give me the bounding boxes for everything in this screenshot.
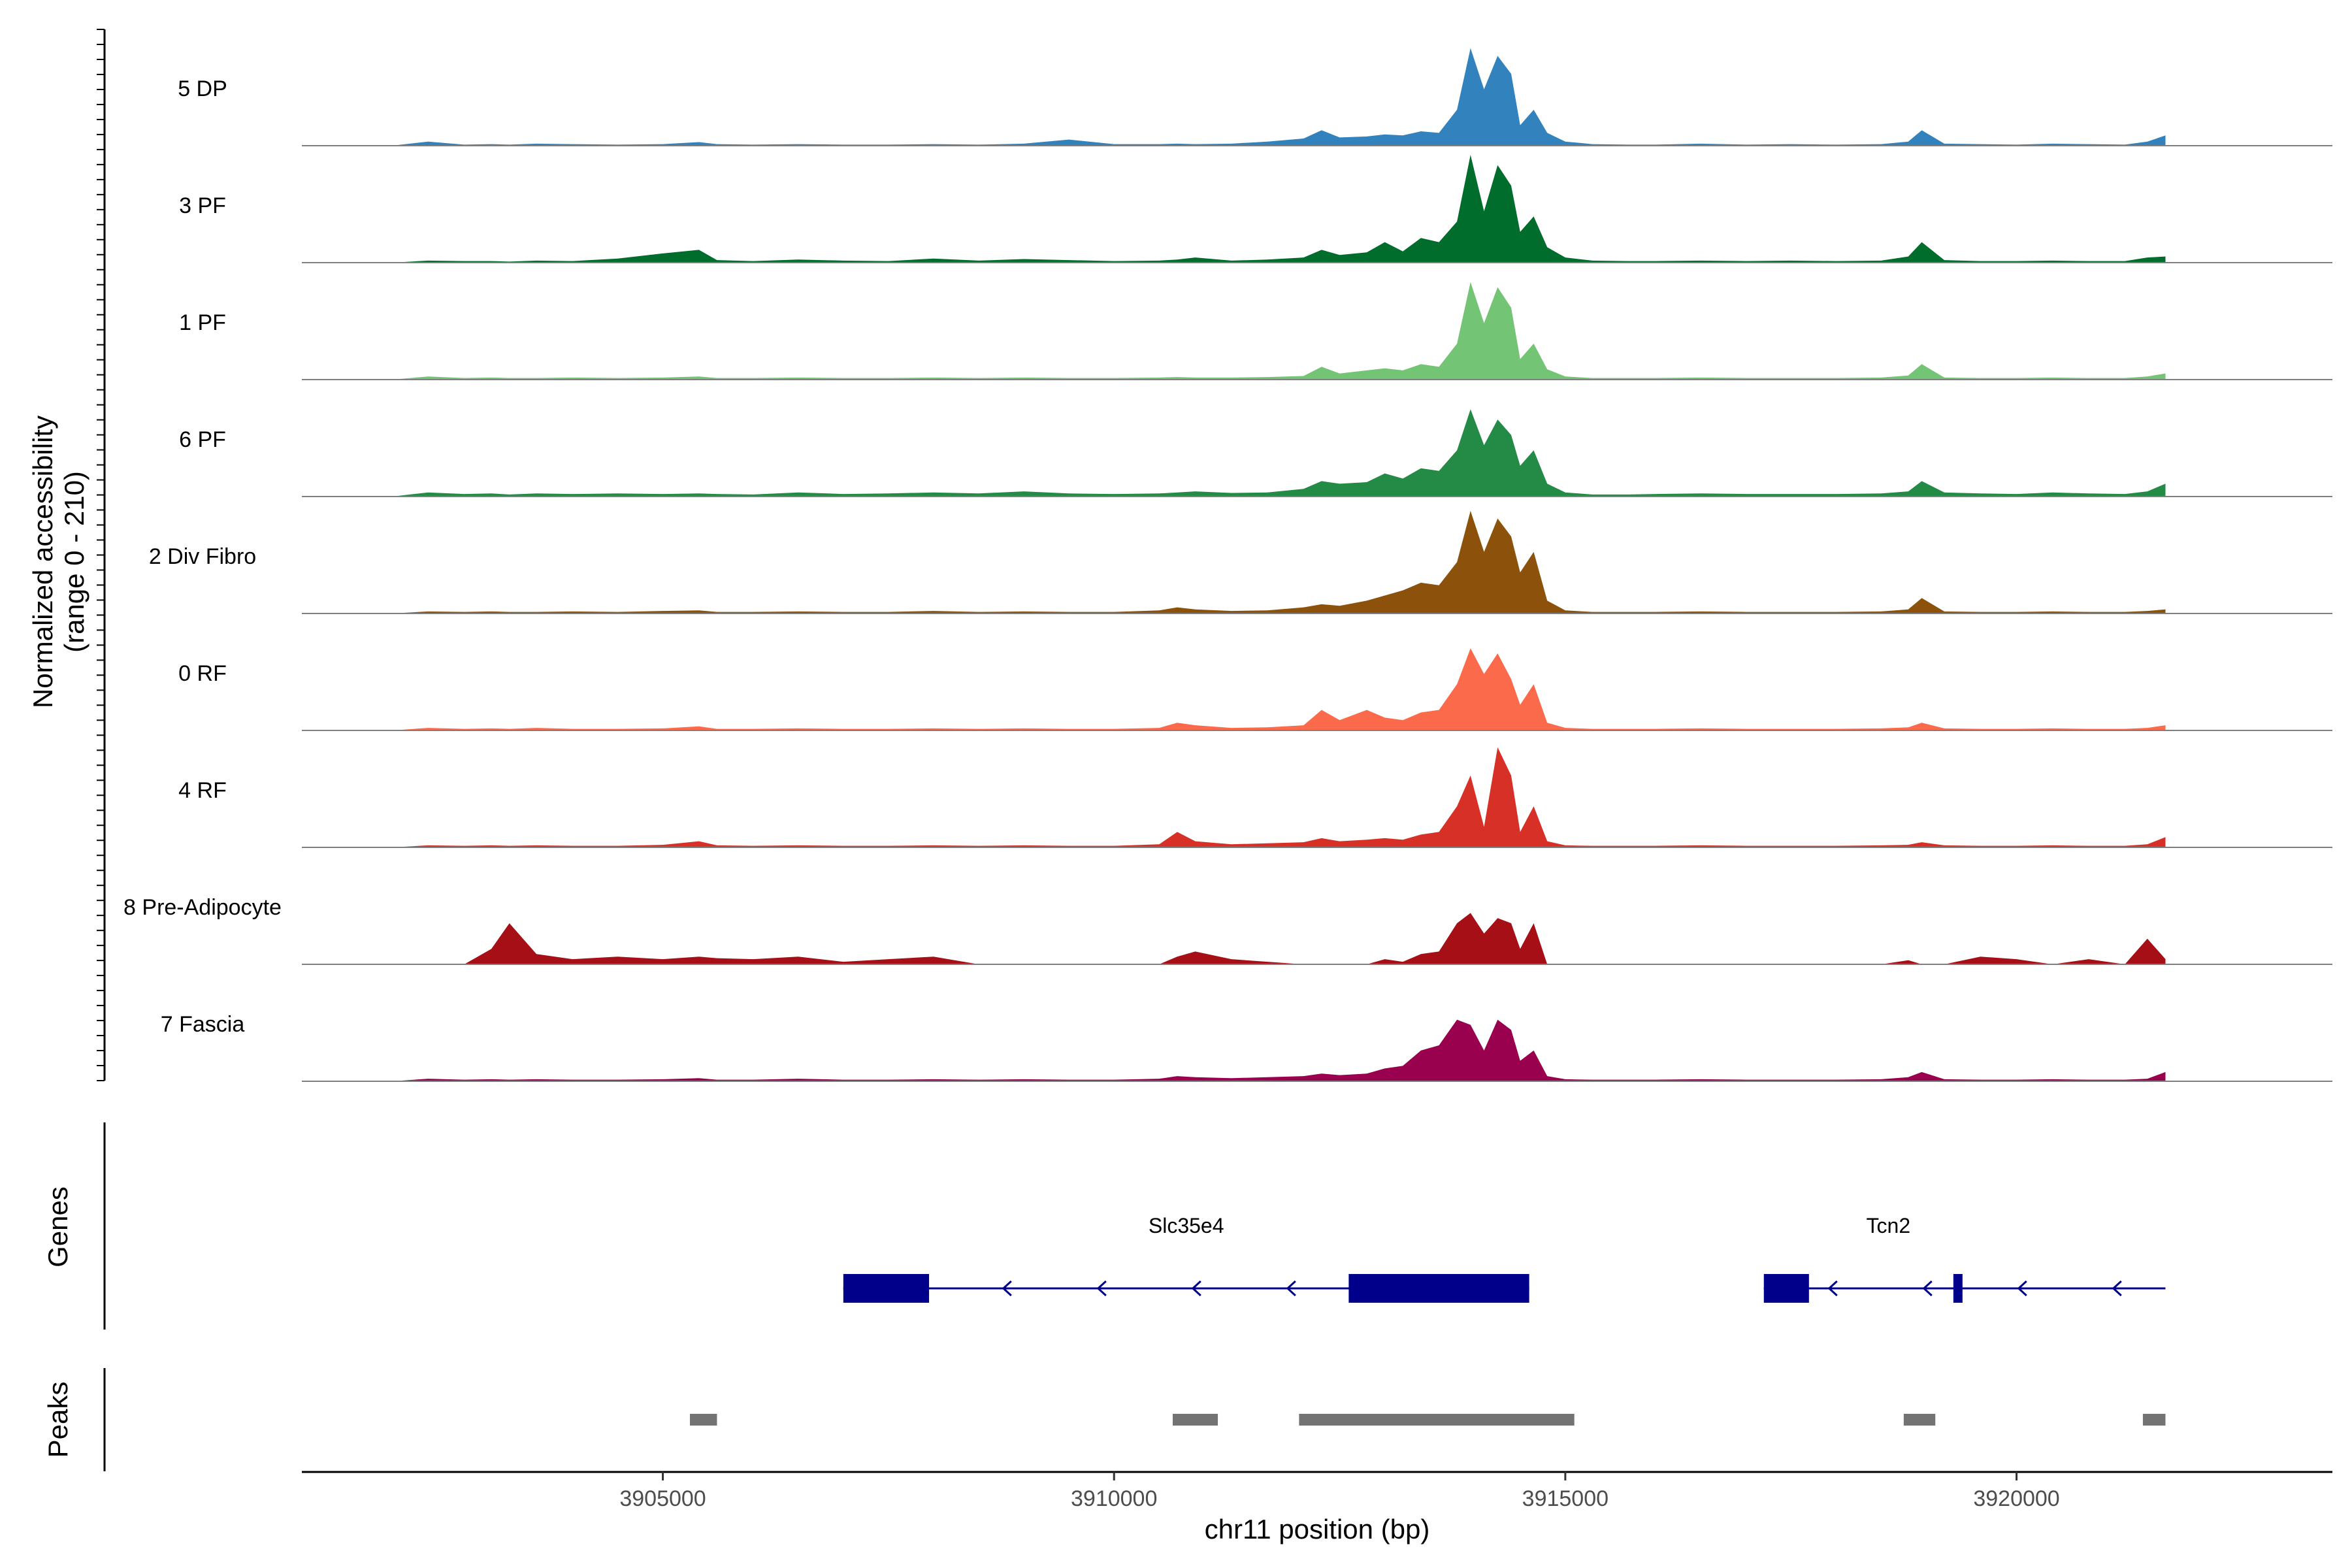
track-0-rf: 0 RF — [178, 648, 2332, 731]
track-label-7-fascia: 7 Fascia — [161, 1012, 245, 1037]
track-label-6-pf: 6 PF — [179, 427, 226, 452]
track-label-2-div-fibro: 2 Div Fibro — [149, 544, 256, 569]
peak-region — [689, 1414, 717, 1426]
track-8-pre-adipocyte: 8 Pre-Adipocyte — [123, 895, 2332, 965]
coverage-area-0-rf — [392, 648, 2166, 730]
genes-track-title: Genes — [42, 1186, 73, 1267]
track-label-5-dp: 5 DP — [178, 76, 227, 101]
peaks-track: Peaks — [42, 1368, 2166, 1471]
coverage-area-7-fascia — [392, 1019, 2166, 1081]
strand-arrow — [1002, 1280, 1012, 1297]
track-label-8-pre-adipocyte: 8 Pre-Adipocyte — [123, 895, 282, 920]
coverage-area-4-rf — [392, 747, 2166, 847]
track-3-pf: 3 PF — [179, 155, 2332, 263]
gene-label-tcn2: Tcn2 — [1867, 1214, 1911, 1237]
peak-region — [1903, 1414, 1936, 1426]
track-1-pf: 1 PF — [179, 282, 2332, 380]
y-axis-title-line1: Normalized accessibility — [27, 416, 58, 708]
gene-exon — [1763, 1274, 1809, 1303]
track-5-dp: 5 DP — [178, 48, 2332, 146]
track-4-rf: 4 RF — [178, 747, 2332, 848]
x-tick-label: 3915000 — [1522, 1486, 1609, 1511]
coverage-y-axis — [97, 29, 106, 1081]
gene-tcn2: Tcn2 — [1763, 1214, 2166, 1303]
x-tick-label: 3910000 — [1071, 1486, 1157, 1511]
peak-region — [2142, 1414, 2166, 1426]
track-2-div-fibro: 2 Div Fibro — [149, 510, 2332, 614]
strand-arrow — [1286, 1280, 1296, 1297]
track-6-pf: 6 PF — [179, 409, 2332, 497]
track-label-1-pf: 1 PF — [179, 310, 226, 335]
strand-arrow — [1096, 1280, 1107, 1297]
coverage-area-2-div-fibro — [392, 510, 2166, 613]
gene-exon — [843, 1274, 930, 1303]
x-axis: chr11 position (bp) 3905000 3910000 391500… — [302, 1471, 2332, 1544]
track-label-3-pf: 3 PF — [179, 193, 226, 218]
coverage-area-1-pf — [392, 282, 2166, 380]
coverage-area-6-pf — [392, 409, 2166, 497]
coverage-area-8-pre-adipocyte — [392, 913, 2166, 964]
x-tick-label: 3920000 — [1973, 1486, 2059, 1511]
track-label-0-rf: 0 RF — [178, 661, 227, 686]
coverage-tracks: 5 DP 3 PF 1 PF 6 PF 2 Div Fibro 0 RF 4 RF 8 Pre… — [123, 48, 2332, 1082]
gene-exon — [1348, 1274, 1529, 1303]
coverage-area-5-dp — [392, 48, 2166, 146]
peaks-track-title: Peaks — [42, 1382, 73, 1458]
track-label-4-rf: 4 RF — [178, 778, 227, 803]
peak-region — [1172, 1414, 1218, 1426]
x-axis-title: chr11 position (bp) — [1205, 1514, 1430, 1544]
strand-arrow — [2017, 1280, 2027, 1297]
strand-arrow — [1191, 1280, 1201, 1297]
strand-arrow — [1827, 1280, 1838, 1297]
genes-track: Genes Slc35e4 Tcn2 — [42, 1122, 2166, 1330]
track-7-fascia: 7 Fascia — [161, 1012, 2332, 1082]
gene-label-slc35e4: Slc35e4 — [1149, 1214, 1224, 1237]
y-axis-title-line2: (range 0 - 210) — [59, 471, 90, 653]
strand-arrow — [1922, 1280, 1933, 1297]
coverage-area-3-pf — [392, 155, 2166, 263]
x-tick-label: 3905000 — [619, 1486, 706, 1511]
peak-region — [1299, 1414, 1575, 1426]
gene-exon — [1953, 1274, 1963, 1303]
strand-arrow — [2112, 1280, 2122, 1297]
gene-slc35e4: Slc35e4 — [843, 1214, 1529, 1303]
